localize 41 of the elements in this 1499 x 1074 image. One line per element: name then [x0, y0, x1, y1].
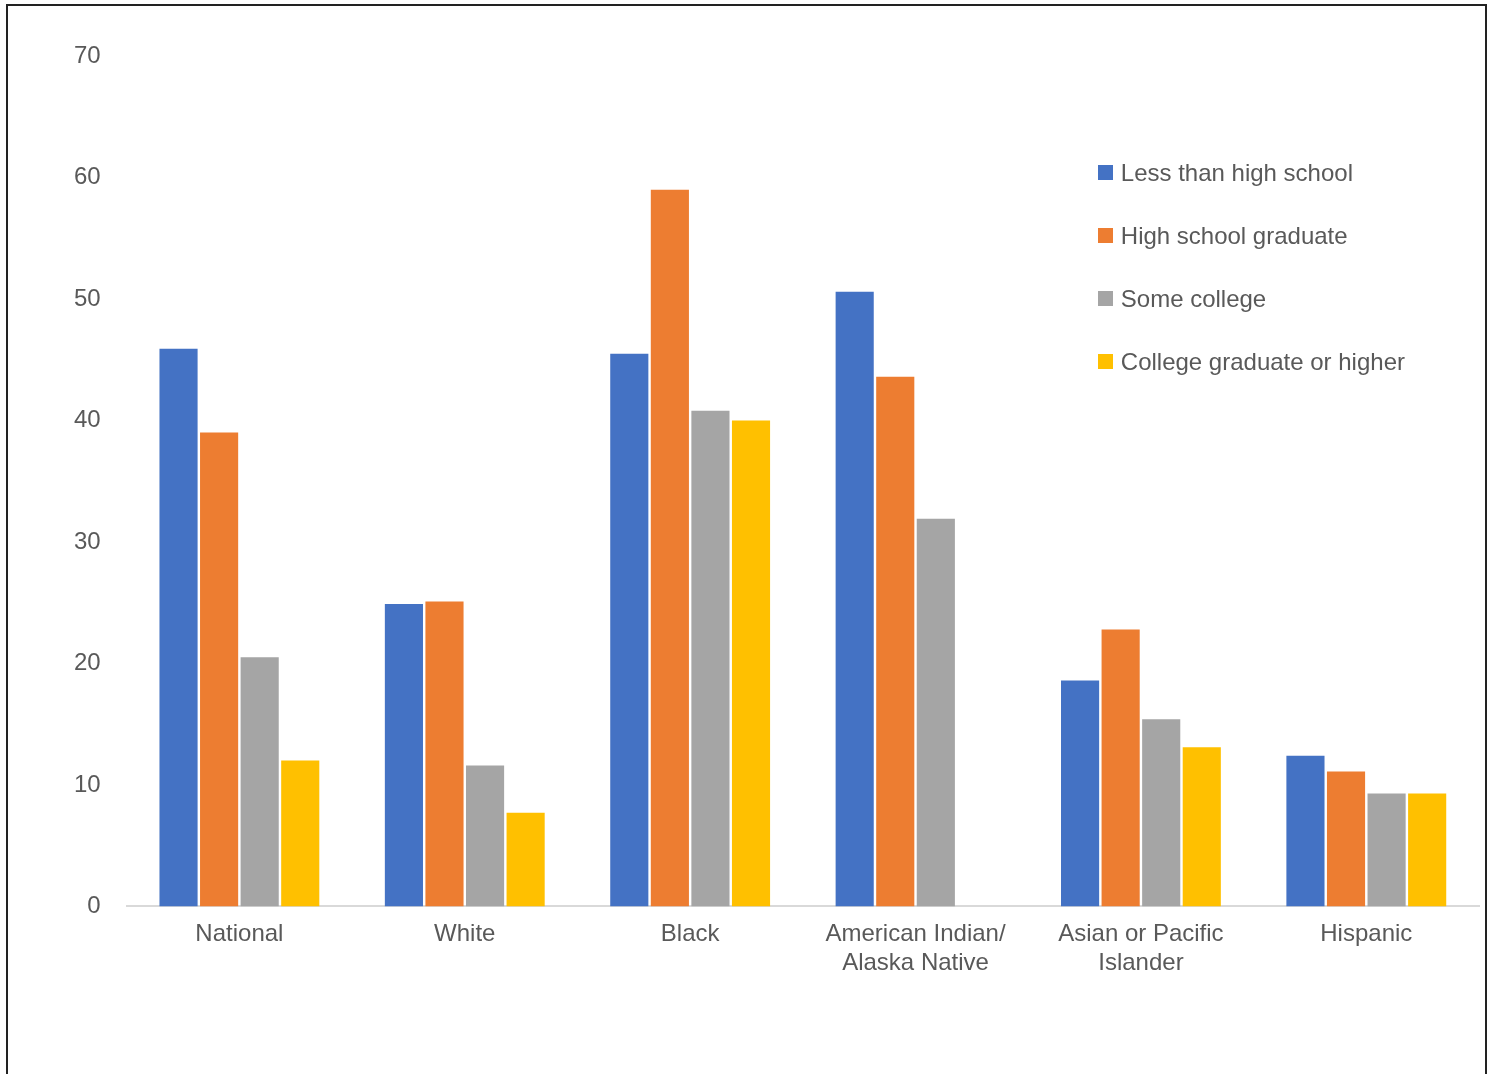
x-tick-label: White	[434, 919, 496, 947]
bar	[691, 410, 730, 907]
y-tick-label: 0	[87, 891, 101, 919]
legend-label: Some college	[1120, 284, 1267, 313]
legend-label: College graduate or higher	[1120, 347, 1405, 376]
x-tick-label: Hispanic	[1320, 919, 1413, 947]
bar	[835, 291, 874, 907]
y-tick-label: 10	[73, 769, 101, 797]
legend-label: Less than high school	[1120, 158, 1353, 187]
bar	[1142, 719, 1181, 907]
legend-label: High school graduate	[1120, 221, 1348, 250]
bar	[425, 601, 464, 907]
bar	[200, 432, 239, 907]
bar	[281, 760, 320, 907]
bar	[1326, 771, 1366, 907]
bar	[506, 812, 545, 907]
bar	[650, 189, 689, 907]
x-tick-label: Black	[660, 919, 721, 947]
bar	[1367, 793, 1406, 907]
y-tick-label: 50	[73, 283, 101, 311]
x-tick-label: American Indian/ Alaska Native	[825, 919, 1006, 976]
bar	[1101, 629, 1140, 907]
bar	[1061, 680, 1100, 907]
bar	[610, 353, 649, 907]
x-tick-label: National	[195, 919, 284, 947]
bar	[731, 420, 771, 907]
x-tick-label: Asian or Pacific Islander	[1058, 919, 1224, 976]
bar	[159, 348, 198, 907]
y-tick-label: 20	[73, 648, 101, 676]
bar	[916, 518, 955, 907]
y-tick-label: 70	[73, 40, 101, 68]
bar	[1182, 747, 1221, 907]
bar	[384, 603, 423, 907]
y-tick-label: 30	[73, 526, 101, 554]
bar	[1408, 793, 1447, 907]
bar	[1286, 755, 1325, 907]
y-tick-label: 40	[73, 405, 101, 433]
bar	[465, 765, 505, 907]
y-tick-label: 60	[73, 162, 101, 190]
bar	[240, 657, 279, 907]
bar	[876, 376, 915, 907]
